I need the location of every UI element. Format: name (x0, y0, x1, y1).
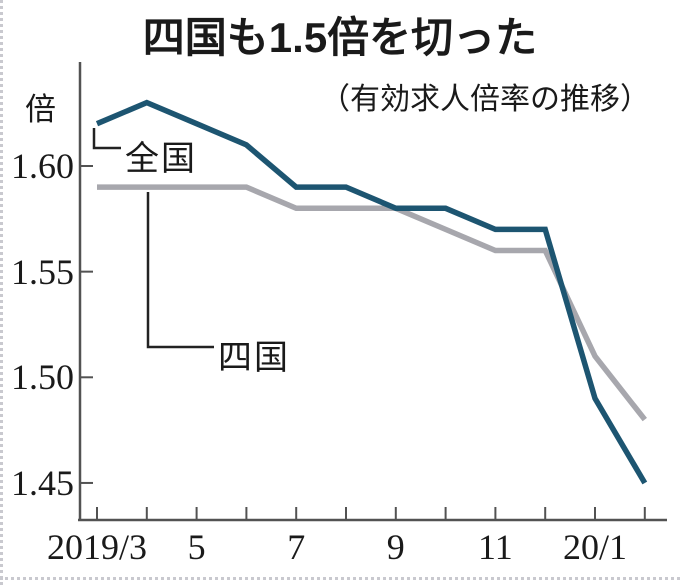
x-tick-label-11: 11 (478, 527, 513, 567)
y-tick-label-1.45: 1.45 (11, 462, 74, 503)
left-dotted-divider (0, 0, 3, 585)
bottom-dotted-divider (0, 577, 680, 580)
series-line-zenkoku (95, 99, 648, 485)
x-tick-label-2019/3: 2019/3 (46, 527, 147, 567)
x-tick-label-9: 9 (386, 527, 405, 567)
x-tick-label-7: 7 (287, 527, 306, 567)
series-line-shikoku (97, 184, 647, 422)
y-tick-label-1.55: 1.55 (11, 251, 74, 292)
series-label-zenkoku: 全国 (125, 140, 197, 178)
y-axis-unit-label: 倍 (25, 92, 56, 127)
label-connector-zenkoku (92, 128, 121, 150)
series-label-shikoku: 四国 (218, 339, 290, 377)
label-connector-shikoku (146, 192, 214, 349)
chart-subtitle: （有効求人倍率の推移） (320, 83, 650, 116)
y-tick-label-1.50: 1.50 (11, 357, 74, 398)
chart-title: 四国も1.5倍を切った (142, 14, 538, 61)
x-tick-label-5: 5 (187, 527, 206, 567)
y-tick-label-1.60: 1.60 (11, 146, 74, 186)
x-tick-label-20/1: 20/1 (562, 527, 627, 567)
